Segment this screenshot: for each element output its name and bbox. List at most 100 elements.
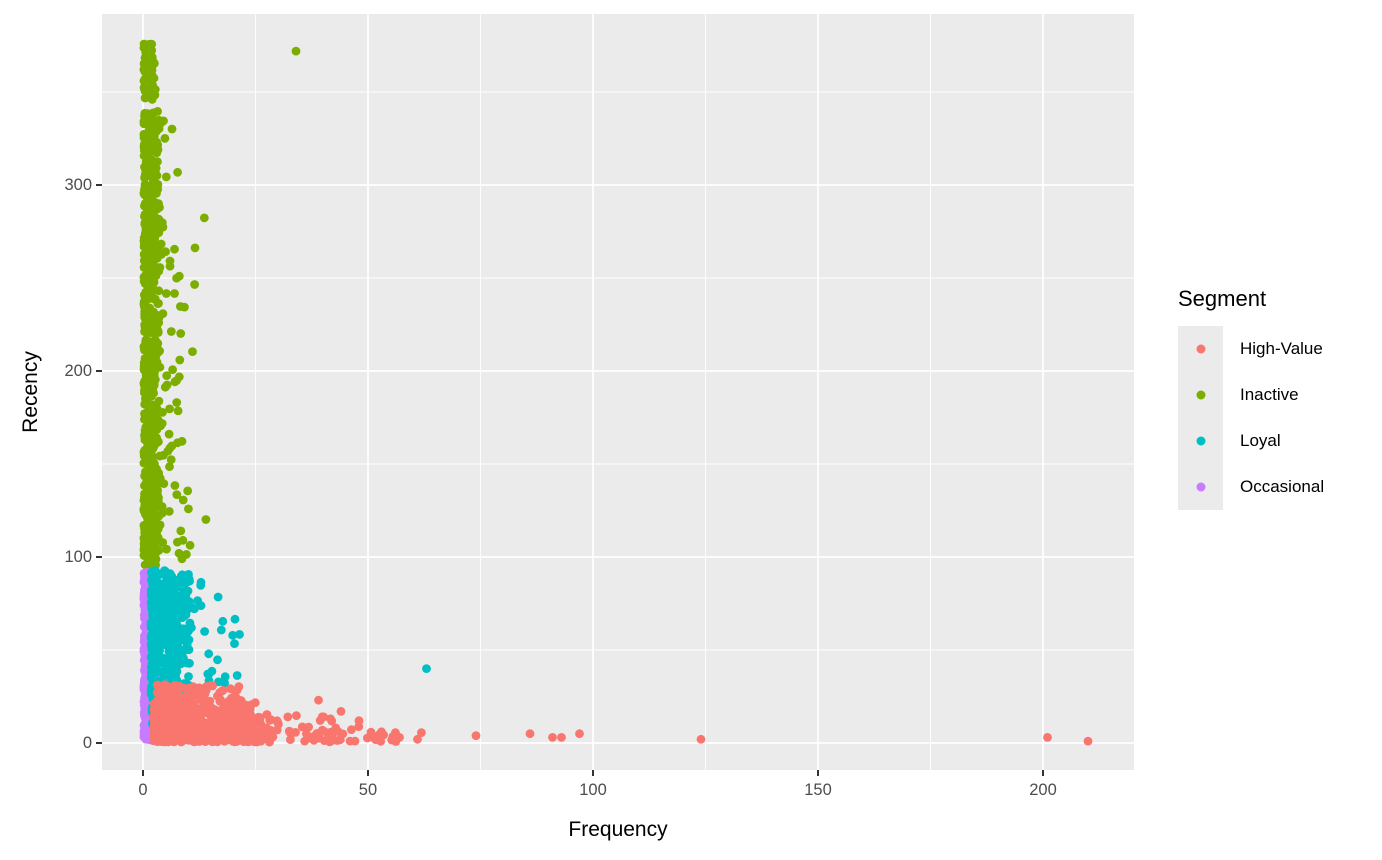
x-tick-label: 150 — [804, 781, 832, 799]
point-high-value-outlier — [696, 734, 706, 744]
point-loyal — [200, 627, 209, 636]
point-inactive — [147, 341, 157, 351]
x-tick-label: 200 — [1029, 781, 1057, 799]
point-high-value — [211, 710, 221, 720]
point-loyal — [158, 605, 168, 615]
point-loyal — [173, 638, 183, 647]
y-tick-label: 200 — [64, 362, 92, 380]
point-inactive — [166, 455, 176, 465]
point-loyal-outlier — [422, 664, 431, 673]
legend-key — [1178, 418, 1223, 464]
point-loyal — [228, 630, 238, 640]
point-inactive — [157, 250, 166, 259]
legend-item-label: Occasional — [1240, 477, 1325, 496]
point-inactive — [170, 289, 179, 298]
point-loyal — [230, 614, 240, 624]
point-high-value-outlier — [557, 733, 566, 742]
point-inactive — [168, 365, 177, 375]
point-high-value-outlier — [1083, 736, 1093, 746]
point-high-value — [347, 725, 356, 735]
point-high-value — [152, 688, 162, 697]
x-tick-mark — [1042, 770, 1044, 776]
point-inactive — [172, 490, 182, 499]
point-occasional — [139, 588, 149, 598]
x-tick-mark — [141, 770, 144, 776]
point-inactive — [183, 486, 193, 496]
point-loyal — [235, 630, 244, 639]
point-high-value — [256, 728, 266, 738]
point-high-value — [159, 705, 169, 715]
point-inactive — [142, 54, 151, 64]
point-high-value — [192, 732, 202, 742]
point-loyal — [172, 667, 182, 676]
point-loyal — [183, 586, 193, 596]
point-inactive — [139, 539, 149, 549]
point-high-value-outlier — [1043, 733, 1052, 742]
point-loyal — [148, 610, 158, 620]
point-inactive — [154, 545, 164, 555]
point-inactive — [154, 124, 164, 134]
point-high-value-outlier — [525, 729, 535, 739]
y-tick-label: 0 — [82, 733, 92, 752]
point-inactive — [148, 257, 158, 267]
point-inactive — [142, 142, 151, 151]
point-inactive — [165, 261, 175, 271]
legend-item-loyal: Loyal — [1178, 418, 1324, 464]
point-inactive — [173, 167, 182, 177]
point-inactive — [178, 495, 188, 505]
point-high-value — [305, 733, 315, 743]
point-inactive — [148, 56, 158, 66]
point-high-value — [363, 733, 372, 743]
point-high-value — [335, 735, 345, 745]
point-high-value — [205, 696, 215, 706]
legend-key — [1178, 326, 1223, 372]
point-inactive — [161, 172, 171, 182]
point-loyal — [190, 604, 199, 614]
point-high-value — [228, 721, 238, 730]
point-loyal — [216, 625, 226, 635]
legend-items: High-Value Inactive Loyal Occasional — [1178, 326, 1324, 510]
point-high-value — [172, 703, 181, 712]
legend-item-label: Loyal — [1240, 431, 1281, 450]
point-high-value — [182, 720, 192, 730]
point-inactive — [155, 346, 164, 356]
point-high-value — [274, 720, 283, 729]
point-inactive — [142, 203, 151, 213]
point-inactive — [146, 317, 155, 327]
point-inactive — [145, 519, 154, 528]
point-loyal — [230, 639, 239, 648]
point-inactive — [185, 540, 195, 550]
legend-key — [1178, 464, 1223, 510]
point-loyal — [213, 592, 223, 602]
point-loyal — [180, 610, 189, 620]
point-loyal — [146, 588, 156, 598]
point-high-value — [166, 735, 176, 745]
point-loyal — [174, 653, 184, 663]
x-tick-label: 100 — [579, 781, 607, 799]
point-loyal — [170, 608, 179, 618]
point-inactive — [140, 489, 149, 499]
point-high-value-outlier — [413, 734, 422, 744]
point-loyal — [154, 570, 164, 580]
point-high-value-outlier — [377, 727, 386, 737]
plot-panel — [102, 14, 1134, 770]
point-inactive — [163, 446, 173, 456]
point-loyal — [213, 655, 222, 665]
point-high-value — [304, 722, 313, 732]
point-high-value — [153, 735, 163, 745]
point-loyal — [196, 601, 206, 610]
point-loyal — [174, 579, 184, 589]
y-tick-mark — [96, 555, 102, 558]
point-high-value — [333, 727, 343, 736]
point-high-value — [153, 680, 162, 690]
point-inactive — [164, 507, 174, 516]
point-loyal — [168, 644, 178, 654]
point-inactive — [156, 239, 166, 249]
point-inactive — [139, 249, 149, 259]
point-inactive — [142, 408, 152, 417]
point-inactive — [190, 243, 200, 253]
point-inactive — [144, 268, 154, 278]
point-high-value — [250, 698, 260, 708]
point-high-value — [267, 732, 276, 742]
